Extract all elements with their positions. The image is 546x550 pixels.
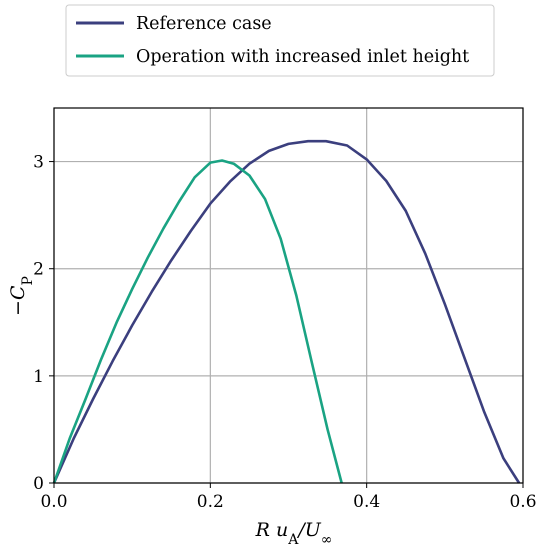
legend-label-reference: Reference case [136,14,272,34]
y-axis-label: −CP [7,276,36,316]
x-tick-label-0: 0.0 [40,492,67,512]
x-tick-label-3: 0.6 [509,492,536,512]
series-line-1 [52,159,343,484]
y-tick-label-1: 1 [33,367,44,387]
legend-frame [65,4,495,77]
y-tick-label-2: 2 [33,260,44,280]
y-ticks: 0 1 2 3 [33,153,54,494]
y-tick-label-0: 0 [33,474,44,494]
legend-label-increased-inlet: Operation with increased inlet height [136,47,469,67]
x-tick-label-2: 0.4 [353,492,380,512]
plot-frame [53,107,524,484]
x-ticks: 0.0 0.2 0.4 0.6 [40,483,537,512]
series-layer [52,139,521,484]
grid [53,108,524,484]
x-axis-label: R uA/U∞ [255,519,333,548]
legend: Reference case Operation with increased … [65,4,495,77]
x-tick-label-1: 0.2 [197,492,224,512]
series-line-0 [52,139,521,484]
y-tick-label-3: 3 [33,153,44,173]
